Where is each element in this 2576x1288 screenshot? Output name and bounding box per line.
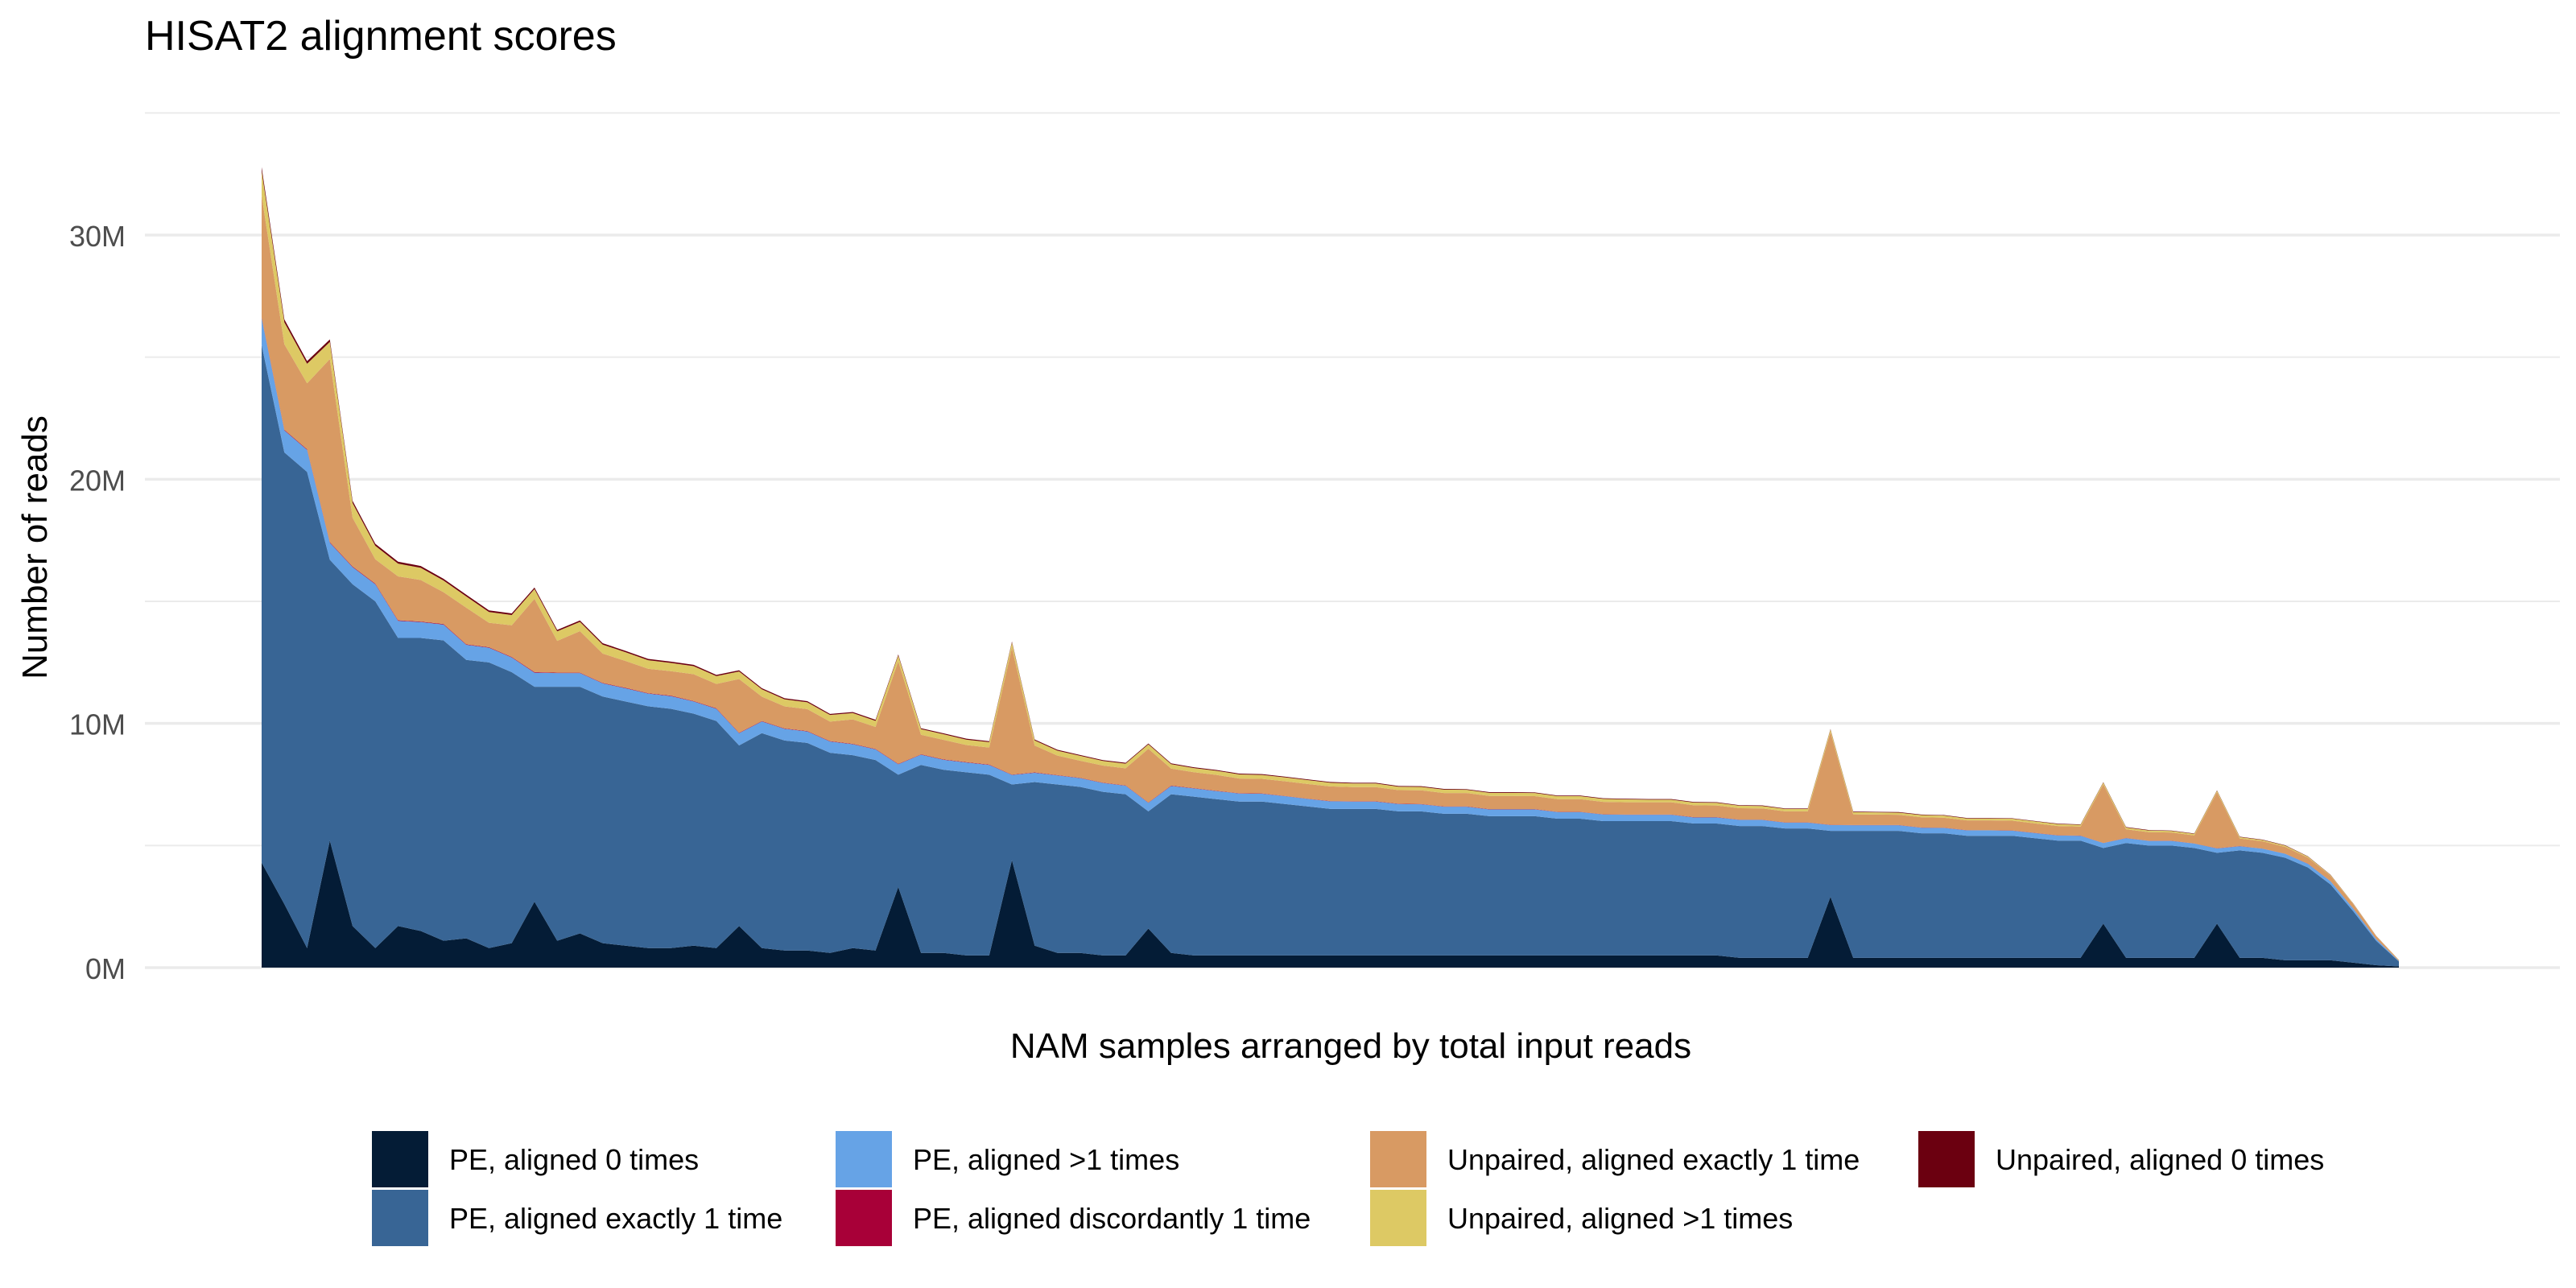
legend-label: PE, aligned >1 times xyxy=(913,1143,1179,1176)
stacked-areas xyxy=(262,167,2399,968)
y-tick-label: 10M xyxy=(69,708,126,741)
y-tick-label: 30M xyxy=(69,220,126,253)
legend-label: Unpaired, aligned >1 times xyxy=(1447,1202,1793,1235)
legend-swatch xyxy=(1370,1131,1426,1187)
area-series-1 xyxy=(262,840,2399,968)
chart-title: HISAT2 alignment scores xyxy=(145,13,617,60)
legend-label: PE, aligned exactly 1 time xyxy=(449,1202,782,1235)
y-axis-label: Number of reads xyxy=(15,415,55,679)
legend-swatch xyxy=(836,1190,892,1246)
y-tick-label: 0M xyxy=(85,952,126,985)
y-axis-ticks: 0M 10M 20M 30M xyxy=(69,220,126,985)
legend-swatch xyxy=(1370,1190,1426,1246)
x-axis-label: NAM samples arranged by total input read… xyxy=(1010,1026,1691,1066)
y-tick-label: 20M xyxy=(69,464,126,497)
legend-swatch xyxy=(1918,1131,1975,1187)
area-series-2 xyxy=(262,345,2399,967)
legend-label: PE, aligned discordantly 1 time xyxy=(913,1202,1311,1235)
legend-label: PE, aligned 0 times xyxy=(449,1143,699,1176)
legend-swatch xyxy=(836,1131,892,1187)
legend: PE, aligned 0 times PE, aligned exactly 1… xyxy=(372,1131,2324,1246)
legend-swatch xyxy=(372,1190,428,1246)
legend-swatch xyxy=(372,1131,428,1187)
legend-label: Unpaired, aligned 0 times xyxy=(1996,1143,2324,1176)
legend-label: Unpaired, aligned exactly 1 time xyxy=(1447,1143,1860,1176)
